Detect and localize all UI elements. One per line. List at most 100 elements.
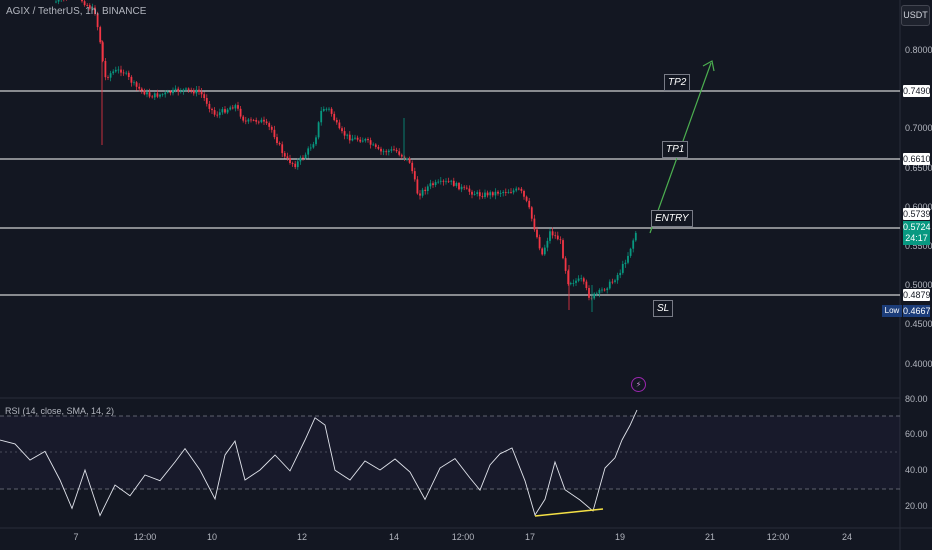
candle-body [146,92,148,95]
candle-body [510,192,512,193]
candle-body [497,191,499,194]
candle-body [400,154,403,157]
candle-body [203,94,206,98]
candle-body [549,231,551,241]
candle-body [627,255,629,263]
lightning-icon[interactable]: ⚡ [631,377,646,392]
candle-body [99,27,102,43]
candle-body [127,72,130,77]
candle-body [276,137,278,143]
tp1-label[interactable]: TP1 [662,141,689,158]
candle-body [460,186,463,190]
candle-body [341,128,343,132]
candle-body [122,72,125,74]
candle-body [88,5,91,9]
candle-body [265,121,268,124]
candle-body [172,89,174,94]
candle-body [601,289,603,291]
candle-body [312,144,315,148]
time-tick: 21 [704,532,716,542]
candle-body [164,92,167,95]
candle-body [603,289,606,291]
candle-body [351,138,354,141]
candle-body [120,69,122,73]
candle-body [112,71,115,74]
candle-body [621,264,624,273]
sl-label[interactable]: SL [653,300,674,317]
candle-body [143,90,146,95]
candle-body [83,1,86,6]
candle-body [107,77,109,78]
candle-body [559,239,562,241]
candle-body [406,158,408,160]
candle-body [413,171,416,180]
candle-body [463,186,466,188]
candle-body [471,191,473,195]
candle-body [588,288,590,298]
candle-body [533,218,536,230]
candle-body [432,183,434,185]
candle-body [192,90,195,94]
entry-label[interactable]: ENTRY [651,210,693,227]
candle-body [333,113,336,121]
candle-body [455,183,458,186]
candle-body [632,240,635,249]
candle-body [130,76,133,83]
candle-body [226,109,229,113]
candle-body [504,192,507,193]
candle-body [380,148,382,152]
candle-body [634,232,637,241]
symbol-title[interactable]: AGIX / TetherUS, 1h, BINANCE [6,6,147,17]
candle-body [94,7,96,14]
time-tick: 17 [524,532,536,542]
tp2-label[interactable]: TP2 [664,74,691,91]
candle-body [478,192,481,197]
candle-body [281,144,284,154]
time-tick: 12 [296,532,308,542]
candle-body [541,248,544,255]
candle-body [195,89,198,94]
candle-body [161,94,164,96]
candle-body [221,109,224,113]
candle-body [387,150,390,153]
candle-body [593,293,596,299]
candle-body [242,116,245,121]
rsi-tick: 80.00 [905,394,928,404]
candle-body [416,179,419,194]
candle-body [614,280,616,282]
candle-body [138,86,141,89]
candle-body [117,69,120,71]
candle-body [390,149,393,151]
candle-body [499,193,502,194]
candle-body [177,88,180,92]
candle-body [309,147,312,149]
candle-body [569,283,572,285]
candle-body [166,91,169,93]
tp1-price-tag: 0.6610 [903,153,931,165]
candle-body [473,194,476,195]
candle-body [629,248,632,256]
candle-body [398,151,401,155]
candle-body [442,180,445,182]
candle-body [619,272,622,276]
candle-body [364,139,367,141]
currency-button[interactable]: USDT [901,5,930,26]
price-tick: 0.4500 [905,319,932,329]
rsi-title[interactable]: RSI (14, close, SMA, 14, 2) [5,406,115,416]
candle-body [125,72,128,74]
candle-body [395,149,398,152]
candle-body [104,61,107,78]
candle-body [156,93,159,97]
candle-body [247,119,250,122]
candle-body [577,278,580,281]
candle-body [109,73,112,78]
candle-body [491,192,494,196]
candle-body [255,120,258,122]
candle-body [476,192,479,194]
candle-body [359,139,362,142]
candle-body [517,188,520,190]
candle-body [606,288,609,291]
candle-body [585,281,588,288]
